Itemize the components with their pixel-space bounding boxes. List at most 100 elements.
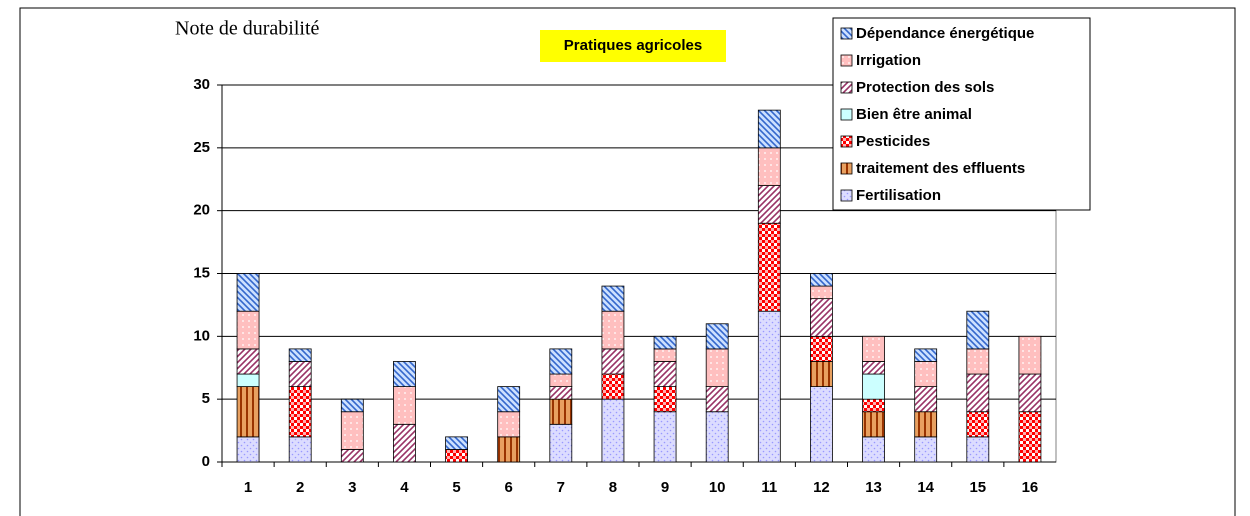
y-tick-label: 15 (193, 264, 210, 281)
bar-segment (601, 285, 625, 312)
x-tick-label: 2 (296, 479, 304, 496)
bar-segment (340, 411, 364, 450)
bar-segment (810, 361, 833, 388)
bar-segment (966, 310, 990, 350)
x-tick-label: 16 (1022, 479, 1039, 496)
frame (19, 7, 1236, 516)
bar-segment (549, 348, 573, 375)
bar-segment (497, 436, 521, 463)
legend-swatch (840, 135, 853, 148)
x-tick-label: 12 (813, 479, 830, 496)
bar-segment (966, 436, 990, 463)
bar-segment (810, 285, 833, 300)
legend-label: Dépendance énergétique (856, 25, 1034, 42)
legend-swatch (840, 189, 853, 202)
bar-segment (757, 185, 781, 224)
bar-segment (862, 361, 885, 375)
bar-segment (653, 386, 677, 413)
bar-segment (393, 386, 416, 425)
legend-swatch (840, 162, 853, 175)
bar-segment (549, 386, 573, 400)
y-tick-label: 5 (202, 390, 210, 407)
chart-title: Pratiques agricoles (564, 37, 702, 54)
legend-label: Bien être animal (856, 106, 972, 123)
bar-segment (966, 411, 990, 438)
bar-segment (549, 398, 573, 425)
bar-segment (1018, 373, 1042, 413)
bar-segment (862, 411, 885, 438)
bar-segment (705, 323, 729, 350)
bar-segment (601, 310, 625, 350)
bar-segment (549, 373, 573, 387)
bar-segment (653, 348, 677, 362)
bar-segment (862, 335, 885, 362)
y-tick-label: 0 (202, 453, 210, 470)
bar-segment (757, 222, 781, 312)
bar-segment (862, 398, 885, 413)
bar-segment (810, 335, 833, 362)
x-tick-label: 1 (244, 479, 252, 496)
x-tick-label: 4 (400, 479, 409, 496)
bar-segment (914, 386, 938, 413)
bar-segment (862, 436, 885, 463)
bar-segment (288, 361, 312, 388)
bar-segment (445, 436, 468, 450)
bar-segment (497, 411, 521, 438)
bar-segment (810, 298, 833, 337)
bar-segment (236, 386, 260, 438)
bar-segment (914, 348, 938, 362)
bar-segment (288, 386, 312, 438)
x-tick-label: 10 (709, 479, 726, 496)
bar-segment (966, 348, 990, 375)
bar-segment (966, 373, 990, 413)
x-tick-label: 3 (348, 479, 356, 496)
bar-segment (653, 335, 677, 350)
y-tick-label: 20 (193, 202, 210, 219)
bar-segment (705, 348, 729, 387)
y-tick-label: 10 (193, 327, 210, 344)
bar-segment (236, 310, 260, 350)
legend-swatch (840, 81, 853, 94)
bar-segment (653, 361, 677, 388)
x-tick-label: 8 (609, 479, 617, 496)
bar-segment (810, 273, 833, 287)
x-tick-label: 6 (505, 479, 513, 496)
bar-segment (236, 373, 260, 387)
bar-segment (1018, 411, 1042, 463)
bar-segment (288, 348, 312, 362)
legend-label: Irrigation (856, 52, 921, 69)
bar-segment (236, 273, 260, 312)
bar-segment (393, 361, 416, 388)
legend-label: Protection des sols (856, 79, 994, 96)
bar-segment (549, 423, 573, 463)
bar-segment (757, 109, 781, 149)
bar-segment (757, 147, 781, 186)
x-tick-label: 14 (917, 479, 934, 496)
bar-segment (393, 423, 416, 463)
x-tick-label: 11 (761, 479, 777, 496)
x-tick-label: 13 (865, 479, 882, 496)
legend-swatch (840, 27, 853, 40)
y-tick-label: 25 (193, 139, 210, 156)
legend-swatch (840, 54, 853, 67)
bar-segment (236, 436, 260, 463)
bar-segment (445, 449, 468, 463)
bar-segment (236, 348, 260, 375)
bar-segment (497, 386, 521, 413)
legend-swatch (840, 108, 853, 121)
bar-segment (914, 411, 938, 438)
legend-box (832, 17, 1091, 211)
bar-segment (288, 436, 312, 463)
bar-segment (653, 411, 677, 463)
legend-label: traitement des effluents (856, 160, 1025, 177)
legend-label: Pesticides (856, 133, 930, 150)
bar-segment (757, 310, 781, 463)
bar-segment (862, 373, 885, 400)
x-tick-label: 7 (557, 479, 565, 496)
title-box (540, 30, 726, 62)
bar-segment (601, 348, 625, 375)
x-tick-label: 9 (661, 479, 669, 496)
x-tick-label: 15 (969, 479, 986, 496)
bar-segment (914, 361, 938, 388)
